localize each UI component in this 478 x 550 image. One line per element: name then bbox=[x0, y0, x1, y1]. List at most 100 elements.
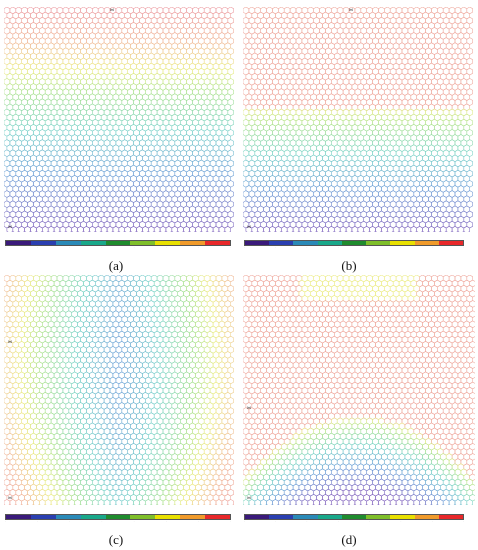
hex-cell bbox=[434, 225, 441, 232]
color-scale-tick: · bbox=[101, 247, 103, 249]
hex-cell bbox=[275, 225, 282, 232]
hex-cell bbox=[269, 225, 276, 232]
hex-cell bbox=[410, 225, 417, 232]
hex-cell bbox=[463, 225, 470, 232]
color-scale-tick: · bbox=[463, 247, 464, 249]
color-scale-tick: · bbox=[369, 247, 370, 249]
hex-cell bbox=[183, 225, 190, 232]
hex-cell bbox=[30, 225, 37, 232]
hex-cell bbox=[416, 225, 423, 232]
color-scale-segment bbox=[293, 241, 318, 245]
hex-cell bbox=[316, 225, 323, 232]
hex-cell bbox=[112, 225, 120, 232]
hex-cell bbox=[118, 225, 125, 232]
hex-cell bbox=[369, 225, 376, 232]
color-scale-segment bbox=[317, 241, 342, 245]
hex-cell bbox=[392, 225, 400, 232]
hex-cell bbox=[428, 225, 435, 232]
hex-cell bbox=[257, 225, 264, 232]
hex-cell bbox=[71, 225, 78, 232]
hex-mesh-c bbox=[4, 275, 234, 505]
hex-cell bbox=[89, 225, 96, 232]
color-scale-segment bbox=[390, 241, 415, 245]
caption-b: (b) bbox=[341, 258, 357, 273]
hex-cell bbox=[363, 225, 370, 232]
color-scale-tick: · bbox=[37, 247, 38, 249]
panel-b: ⋈ ⋈ · · · · · · · · (b) bbox=[239, 0, 478, 275]
hex-cell bbox=[212, 225, 220, 232]
hex-cell bbox=[201, 225, 208, 232]
hex-cell bbox=[218, 225, 226, 232]
hex-cell bbox=[292, 225, 300, 232]
hex-cell bbox=[12, 225, 19, 232]
color-scale-bar-b bbox=[244, 240, 464, 246]
marker-top: ⋈ bbox=[110, 7, 114, 12]
hex-cell bbox=[136, 225, 143, 232]
hex-cell bbox=[165, 225, 173, 232]
color-scale-segment bbox=[269, 241, 294, 245]
color-scale-segment bbox=[80, 241, 106, 245]
hex-cell bbox=[100, 225, 108, 232]
marker-bottom: ⋈ bbox=[247, 224, 251, 229]
color-scale-segment bbox=[130, 241, 156, 245]
color-scale-tick: · bbox=[337, 247, 339, 249]
hex-cell bbox=[422, 225, 429, 232]
hex-cell bbox=[195, 225, 202, 232]
hex-cell bbox=[304, 225, 311, 232]
hex-cell bbox=[440, 225, 447, 232]
hex-cell bbox=[77, 225, 84, 232]
color-scale-tick: · bbox=[306, 247, 308, 249]
color-scale-segment bbox=[155, 241, 181, 245]
hex-cell bbox=[106, 225, 114, 232]
color-scale-tick: · bbox=[165, 247, 167, 249]
color-scale-tick: · bbox=[198, 247, 199, 249]
hex-cell bbox=[375, 225, 382, 232]
hex-cell bbox=[83, 225, 90, 232]
color-scale-tick: · bbox=[400, 247, 402, 249]
marker-top: ⋈ bbox=[349, 7, 353, 12]
hex-cell bbox=[59, 225, 67, 232]
color-scale-tick: · bbox=[69, 247, 71, 249]
hex-cell bbox=[298, 225, 306, 232]
hex-cell bbox=[171, 225, 178, 232]
color-scale-segment bbox=[180, 241, 206, 245]
color-scale-tick: · bbox=[230, 247, 231, 249]
color-scale-bar-a bbox=[5, 240, 231, 246]
hex-cell bbox=[328, 225, 335, 232]
color-scale-segment bbox=[366, 241, 391, 245]
hex-cell bbox=[251, 225, 258, 232]
color-scale-segment bbox=[341, 241, 367, 245]
color-scale-segment bbox=[105, 241, 131, 245]
hex-cell bbox=[457, 225, 465, 232]
hex-cell bbox=[42, 225, 49, 232]
hex-cell bbox=[36, 225, 43, 232]
hex-cell bbox=[224, 225, 231, 232]
color-scale-ticks-a: · · · · · · · · bbox=[5, 247, 231, 251]
hex-cell bbox=[387, 225, 394, 232]
hex-cell bbox=[451, 225, 459, 232]
hex-cell bbox=[153, 225, 161, 232]
hex-mesh-a bbox=[4, 7, 234, 232]
caption-a: (a) bbox=[108, 258, 124, 273]
color-scale-tick: · bbox=[133, 247, 135, 249]
hex-cell bbox=[18, 225, 25, 232]
hex-cell bbox=[445, 225, 453, 232]
hex-cell bbox=[263, 225, 270, 232]
hex-cell bbox=[286, 225, 294, 232]
hex-cell bbox=[381, 225, 388, 232]
hex-cell bbox=[130, 225, 137, 232]
hex-cell bbox=[148, 225, 155, 232]
marker-bottom: ⋈ bbox=[8, 224, 12, 229]
hex-cell bbox=[189, 225, 196, 232]
color-scale-tick: · bbox=[244, 247, 245, 249]
hex-cell bbox=[351, 225, 359, 232]
hex-cell bbox=[65, 225, 72, 232]
hex-cell bbox=[345, 225, 353, 232]
color-scale-segment bbox=[414, 241, 439, 245]
hex-cell bbox=[177, 225, 184, 232]
panel-c: ⋈ ⋈ · · · · · · · · (c) bbox=[0, 275, 239, 550]
panel-a: ⋈ ⋈ · · · · · · · · (a) bbox=[0, 0, 239, 275]
color-scale-segment bbox=[55, 241, 81, 245]
color-scale-segment bbox=[205, 241, 231, 245]
color-scale-segment bbox=[438, 241, 463, 245]
